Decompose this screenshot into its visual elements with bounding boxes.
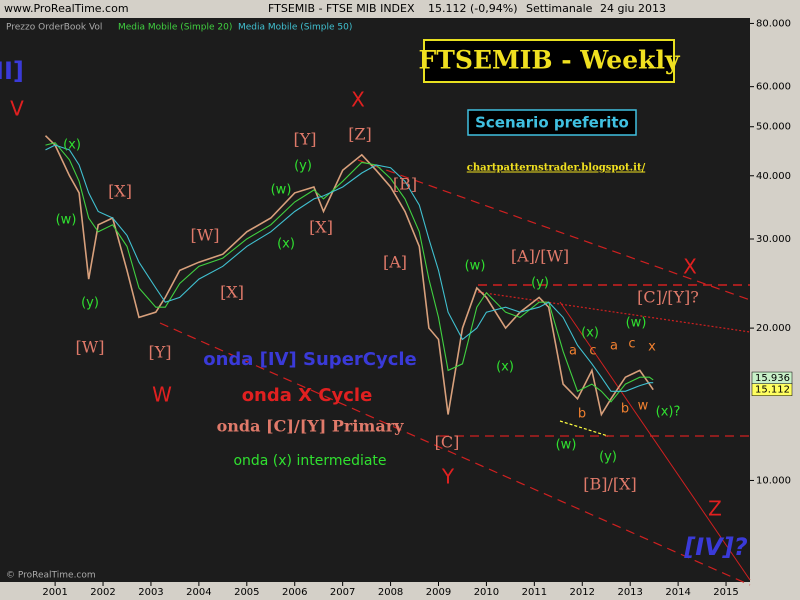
x-tick-label: 2009 <box>426 587 451 598</box>
wave-label: [B]/[X] <box>583 475 637 494</box>
wave-label: [B] <box>393 175 417 194</box>
wave-label: w <box>638 399 649 414</box>
wave-label: (y) <box>294 159 312 174</box>
x-tick-label: 2013 <box>617 587 642 598</box>
y-tick-label: 80.000 <box>756 18 791 29</box>
y-tick-label: 50.000 <box>756 122 791 133</box>
legend-entry: Media Mobile (Simple 50) <box>238 23 352 33</box>
price-line <box>44 135 654 417</box>
wave-label: onda X Cycle <box>242 385 373 406</box>
wave-label: [W] <box>76 338 105 357</box>
copyright: © ProRealTime.com <box>6 571 96 581</box>
scenario-box <box>467 109 637 136</box>
x-tick-label: 2002 <box>90 587 115 598</box>
blog-link: chartpatternstrader.blogspot.it/ <box>467 163 646 174</box>
x-tick-label: 2006 <box>282 587 307 598</box>
wave-label: a <box>569 344 577 359</box>
wave-label: (w) <box>556 438 577 453</box>
wave-label: [X] <box>220 283 244 302</box>
wave-label: Z <box>708 497 722 521</box>
site: www.ProRealTime.com <box>4 2 129 15</box>
wave-label: b <box>621 402 629 417</box>
quote: 15.112 (-0,94%) <box>428 2 517 15</box>
x-tick-label: 2014 <box>665 587 690 598</box>
y-tick-label: 60.000 <box>756 82 791 93</box>
wave-label: III] <box>0 57 24 85</box>
right-axis-area <box>750 18 800 600</box>
wave-label: (w) <box>271 183 292 198</box>
wave-label: [Z] <box>348 125 372 144</box>
wave-label: [W] <box>191 226 220 245</box>
title-box <box>423 39 675 83</box>
wave-label: W <box>152 383 172 407</box>
moving-average <box>45 144 654 392</box>
x-tick-label: 2003 <box>138 587 163 598</box>
wave-label: c <box>589 344 596 359</box>
wave-label: (y) <box>531 276 549 291</box>
wave-label: [C] <box>435 433 460 452</box>
x-tick-label: 2015 <box>713 587 738 598</box>
wave-label: b <box>578 407 586 422</box>
wave-label: [IV]? <box>683 533 747 561</box>
wave-label: c <box>628 337 635 352</box>
moving-average <box>45 142 654 403</box>
wave-label: X <box>683 255 697 279</box>
x-tick-label: 2001 <box>42 587 67 598</box>
bottom-axis-area <box>0 582 800 600</box>
x-tick-label: 2005 <box>234 587 259 598</box>
wave-label: onda [C]/[Y] Primary <box>217 417 405 436</box>
wave-label: (x)? <box>656 405 681 420</box>
x-tick-label: 2007 <box>330 587 355 598</box>
wave-label: [X] <box>108 182 132 201</box>
wave-label: a <box>610 339 618 354</box>
x-tick-label: 2008 <box>378 587 403 598</box>
y-tick-label: 30.000 <box>756 234 791 245</box>
x-tick-label: 2012 <box>570 587 595 598</box>
wave-label: (x) <box>63 138 81 153</box>
wave-label: V <box>10 97 24 121</box>
x-tick-label: 2011 <box>522 587 547 598</box>
wave-label: [Y] <box>148 343 171 362</box>
wave-label: (y) <box>81 296 99 311</box>
wave-label: (w) <box>626 316 647 331</box>
x-tick-label: 2010 <box>474 587 499 598</box>
title: FTSEMIB - Weekly <box>419 46 681 75</box>
price-tag-label: 15.112 <box>755 385 790 396</box>
wave-label: x <box>648 340 656 355</box>
y-tick-label: 40.000 <box>756 171 791 182</box>
legend-prefix: Prezzo OrderBook Vol <box>6 23 102 33</box>
wave-label: Y <box>441 465 455 489</box>
wave-label: [Y] <box>293 130 316 149</box>
trend-lines <box>159 159 751 586</box>
period: Settimanale <box>526 2 593 15</box>
y-tick-label: 10.000 <box>756 475 791 486</box>
wave-label: (y) <box>599 450 617 465</box>
legend-entry: Media Mobile (Simple 20) <box>118 23 232 33</box>
header-bar <box>0 0 800 18</box>
wave-label: (x) <box>581 326 599 341</box>
date: 24 giu 2013 <box>600 2 666 15</box>
wave-label: onda (x) intermediate <box>233 453 386 469</box>
wave-label: (x) <box>277 237 295 252</box>
wave-label: [C]/[Y]? <box>637 288 699 307</box>
price-tag-label: 15.936 <box>755 373 790 384</box>
instrument: FTSEMIB - FTSE MIB INDEX <box>268 2 415 15</box>
wave-label: X <box>351 88 365 112</box>
wave-label: [A] <box>383 253 407 272</box>
wave-label: [X] <box>309 218 333 237</box>
wave-label: (w) <box>56 213 77 228</box>
y-tick-label: 20.000 <box>756 323 791 334</box>
price-tag <box>751 383 793 396</box>
scenario: Scenario preferito <box>475 114 629 132</box>
x-tick-label: 2004 <box>186 587 211 598</box>
wave-label: onda [IV] SuperCycle <box>203 349 417 370</box>
wave-label: [A]/[W] <box>511 247 569 266</box>
wave-label: (x) <box>496 360 514 375</box>
wave-label: (w) <box>465 259 486 274</box>
